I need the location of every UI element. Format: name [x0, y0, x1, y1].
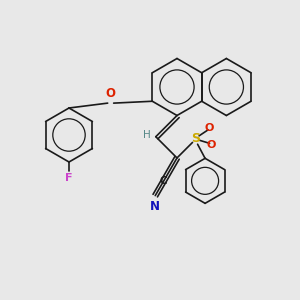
Text: N: N — [150, 200, 160, 213]
Text: O: O — [106, 87, 116, 100]
Text: S: S — [192, 132, 201, 145]
Text: O: O — [205, 123, 214, 133]
Text: C: C — [160, 176, 167, 186]
Text: F: F — [65, 173, 73, 183]
Text: H: H — [142, 130, 150, 140]
Text: O: O — [206, 140, 216, 150]
